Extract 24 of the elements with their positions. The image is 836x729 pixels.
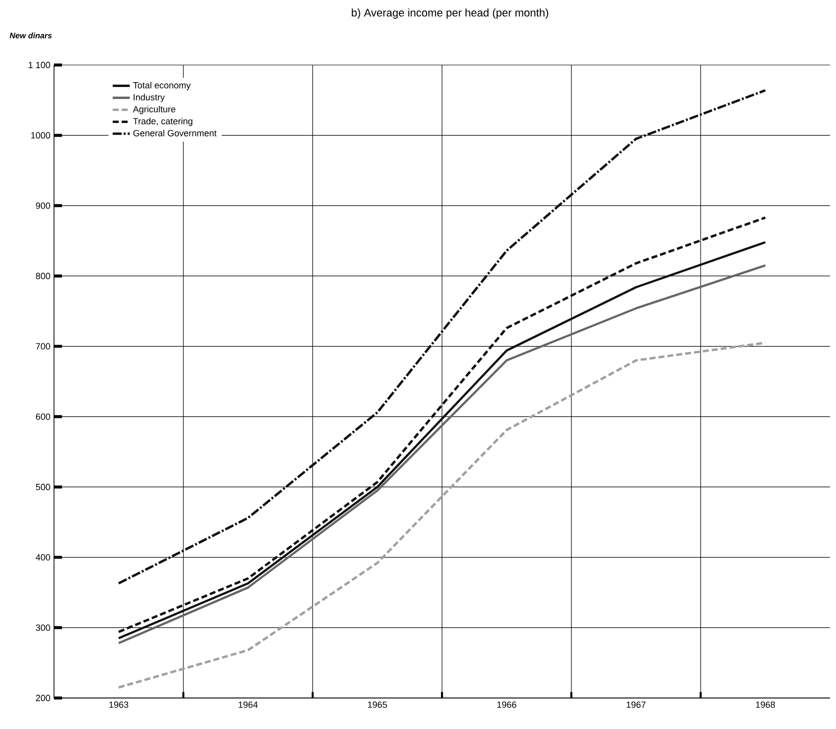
y-tick-label: 800 — [36, 272, 50, 280]
legend-label: Total economy — [133, 82, 191, 90]
x-tick-label: 1963 — [109, 702, 128, 708]
x-tick-label: 1964 — [238, 702, 258, 708]
y-tick-label: 600 — [36, 413, 50, 420]
y-tick-label: 200 — [36, 694, 50, 702]
y-tick-label: 900 — [36, 202, 50, 209]
line-series — [117, 89, 767, 585]
y-tick-label: 500 — [36, 484, 50, 490]
y-tick-label: 700 — [36, 343, 50, 350]
legend-label: General Government — [133, 130, 217, 136]
line-series — [117, 342, 767, 689]
x-tick-label: 1965 — [368, 702, 387, 708]
chart-title: b) Average income per head (per month) — [352, 8, 548, 19]
y-tick-label: 1000 — [31, 132, 50, 138]
legend-label: Industry — [134, 94, 165, 102]
x-tick-label: 1968 — [756, 702, 775, 708]
y-tick-label: 1 100 — [28, 62, 50, 68]
legend-label: Agriculture — [132, 106, 176, 114]
y-tick-label: 300 — [36, 624, 50, 631]
x-tick-label: 1967 — [626, 702, 646, 708]
x-tick-label: 1966 — [497, 702, 516, 708]
legend-label: Trade, catering — [133, 118, 192, 126]
y-tick-label: 400 — [36, 554, 50, 560]
